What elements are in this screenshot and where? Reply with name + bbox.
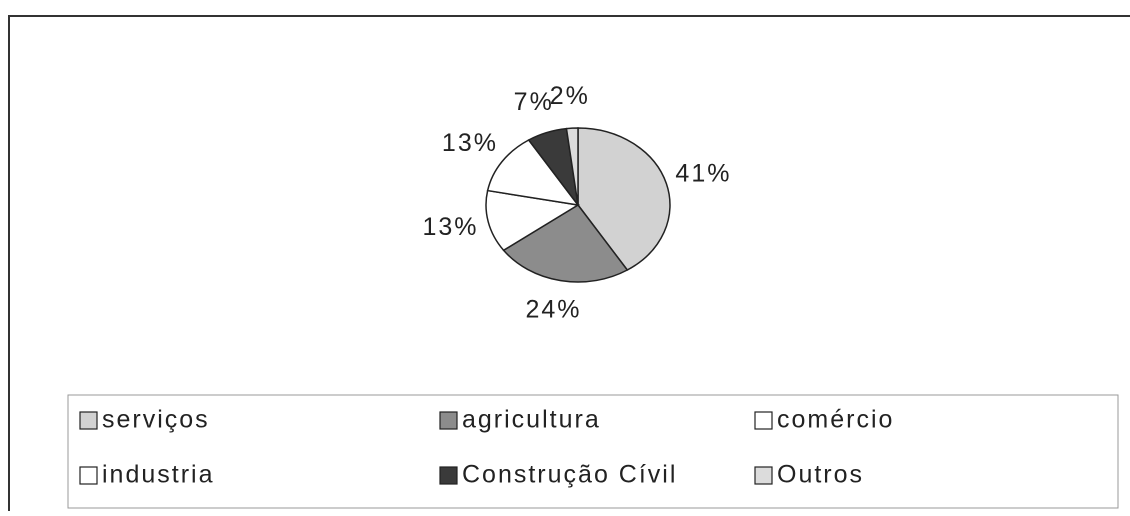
legend-box: [67, 394, 1119, 509]
legend-swatch: [754, 411, 773, 430]
data-label: 7%: [514, 88, 554, 116]
data-label: 13%: [422, 213, 478, 241]
legend-label: Outros: [777, 461, 864, 489]
legend-label: comércio: [777, 406, 894, 434]
legend-swatch: [79, 411, 98, 430]
pie-slice: [565, 127, 579, 206]
pie-slice: [486, 139, 580, 207]
legend-label: Construção Cívil: [462, 461, 677, 489]
legend-swatch: [754, 466, 773, 485]
data-label: 41%: [675, 160, 731, 188]
pie-slice: [502, 204, 629, 283]
legend-label: industria: [102, 461, 215, 489]
legend-swatch: [439, 466, 458, 485]
legend-swatch: [439, 411, 458, 430]
legend-swatch: [79, 466, 98, 485]
data-label: 24%: [525, 295, 581, 323]
legend-label: serviços: [102, 406, 210, 434]
pie-slice: [485, 189, 581, 252]
data-label: 13%: [442, 129, 498, 157]
data-label: 2%: [550, 82, 590, 110]
legend-label: agricultura: [462, 406, 601, 434]
